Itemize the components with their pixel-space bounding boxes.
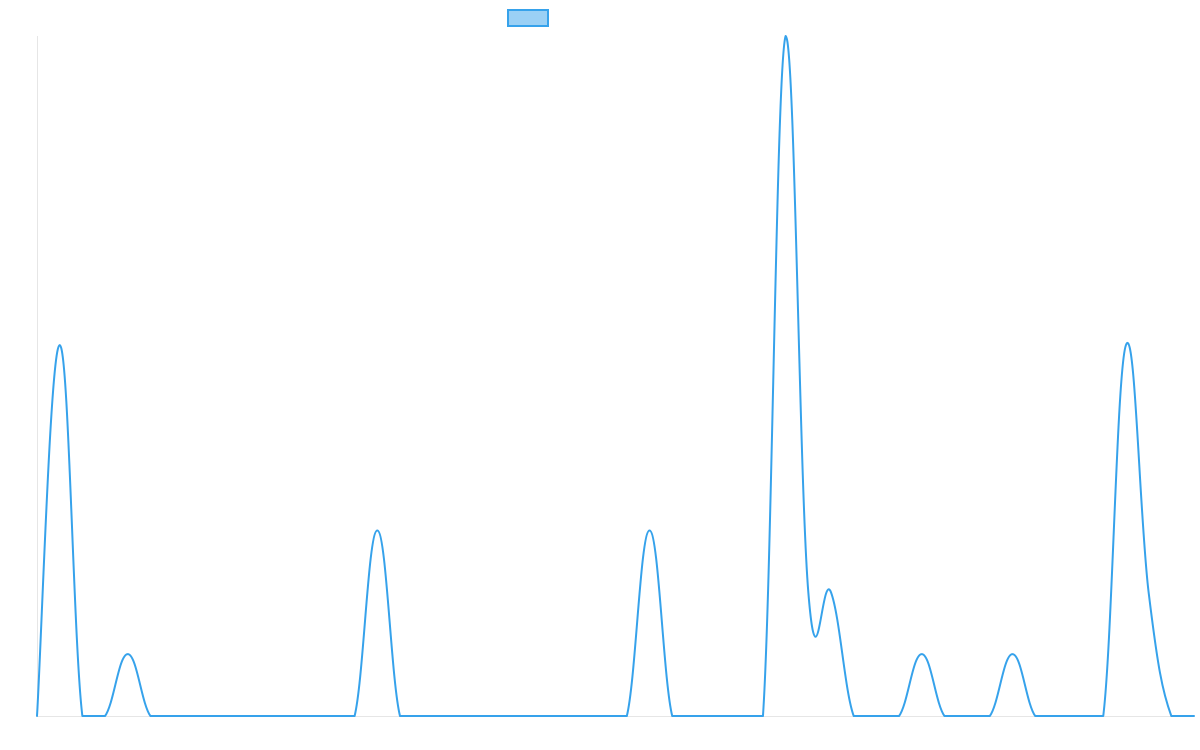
data-point[interactable] [214,712,222,720]
data-point[interactable] [872,712,880,720]
data-point[interactable] [1054,712,1062,720]
axes [37,36,1194,717]
data-point[interactable] [940,712,948,720]
data-point[interactable] [373,527,381,535]
data-point[interactable] [1145,588,1153,596]
data-point[interactable] [192,712,200,720]
data-point[interactable] [441,712,449,720]
data-point[interactable] [487,712,495,720]
data-point[interactable] [146,712,154,720]
data-point[interactable] [78,712,86,720]
data-point[interactable] [396,712,404,720]
data-point[interactable] [351,712,359,720]
series-layer [36,35,1195,717]
data-point[interactable] [782,32,790,40]
data-point[interactable] [1190,712,1198,720]
data-point[interactable] [124,650,132,658]
data-point[interactable] [1122,341,1130,349]
data-point[interactable] [850,712,858,720]
data-point[interactable] [509,712,517,720]
data-point[interactable] [577,712,585,720]
data-point[interactable] [1077,712,1085,720]
data-point[interactable] [464,712,472,720]
data-point[interactable] [736,712,744,720]
data-point[interactable] [714,712,722,720]
data-point[interactable] [419,712,427,720]
data-point[interactable] [101,712,109,720]
data-point[interactable] [169,712,177,720]
data-point[interactable] [895,712,903,720]
legend-swatch[interactable] [507,9,549,27]
data-point[interactable] [1099,712,1107,720]
data-point[interactable] [918,650,926,658]
data-point[interactable] [827,588,835,596]
data-point[interactable] [33,712,41,720]
data-point[interactable] [283,712,291,720]
data-point[interactable] [804,588,812,596]
data-point[interactable] [56,341,64,349]
data-point[interactable] [260,712,268,720]
data-point[interactable] [600,712,608,720]
series-line-0 [36,35,1195,717]
data-point[interactable] [986,712,994,720]
data-point[interactable] [691,712,699,720]
data-point[interactable] [1009,650,1017,658]
data-point[interactable] [668,712,676,720]
data-point[interactable] [305,712,313,720]
data-point[interactable] [1167,712,1175,720]
data-point[interactable] [623,712,631,720]
data-point[interactable] [328,712,336,720]
data-point[interactable] [759,712,767,720]
data-point[interactable] [532,712,540,720]
points-layer [33,32,1198,720]
data-point[interactable] [1031,712,1039,720]
data-point[interactable] [963,712,971,720]
data-point[interactable] [646,527,654,535]
data-point[interactable] [237,712,245,720]
data-point[interactable] [555,712,563,720]
legend[interactable] [507,9,549,27]
